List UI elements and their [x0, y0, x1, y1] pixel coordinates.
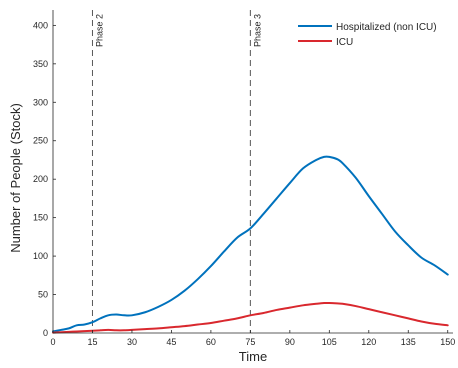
series-lines: [52, 155, 449, 334]
y-tick-label-300: 300: [33, 97, 48, 107]
x-tick-label-120: 120: [361, 337, 376, 347]
x-tick-label-135: 135: [401, 337, 416, 347]
y-axis-title: Number of People (Stock): [8, 103, 23, 253]
x-tick-label-15: 15: [87, 337, 97, 347]
x-axis-title: Time: [239, 349, 267, 364]
x-tick-label-30: 30: [127, 337, 137, 347]
x-tick-label-0: 0: [50, 337, 55, 347]
legend-label-1: Hospitalized (non ICU): [336, 22, 437, 33]
y-tick-label-100: 100: [33, 251, 48, 261]
phase-label-1: Phase 2: [94, 14, 104, 47]
y-tick-label-200: 200: [33, 174, 48, 184]
legend: Hospitalized (non ICU) ICU: [298, 22, 437, 48]
phase-markers: Phase 2 Phase 3: [91, 10, 262, 333]
x-tick-label-90: 90: [285, 337, 295, 347]
x-tick-label-45: 45: [166, 337, 176, 347]
x-tick-label-60: 60: [206, 337, 216, 347]
y-tick-label-350: 350: [33, 59, 48, 69]
y-tick-label-400: 400: [33, 20, 48, 30]
y-tick-label-250: 250: [33, 136, 48, 146]
x-tick-label-105: 105: [322, 337, 337, 347]
y-tick-label-0: 0: [43, 328, 48, 338]
x-tick-label-75: 75: [245, 337, 255, 347]
series-line-1: [52, 155, 449, 333]
y-tick-label-50: 50: [38, 290, 48, 300]
phase-label-2: Phase 3: [252, 14, 262, 47]
series-line-2: [52, 301, 449, 334]
axes: 0 15 30 45 60 75 90 105 120 135 150 0 50 100 150 200 250…: [33, 10, 455, 347]
x-tick-label-150: 150: [440, 337, 455, 347]
legend-label-2: ICU: [336, 37, 353, 48]
y-tick-label-150: 150: [33, 213, 48, 223]
